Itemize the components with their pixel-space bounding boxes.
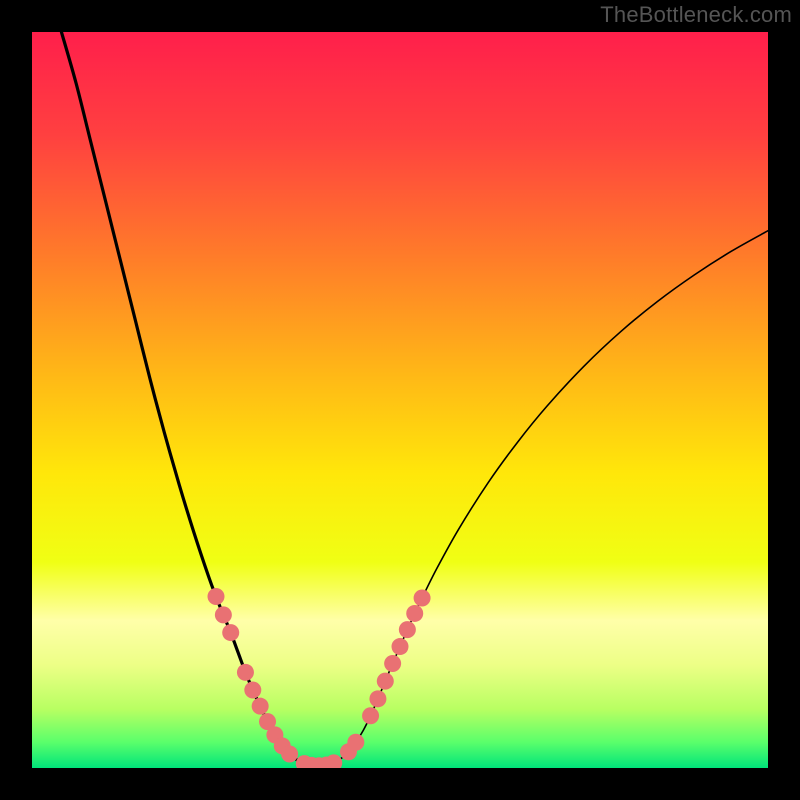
marker-dot xyxy=(377,673,394,690)
marker-dot xyxy=(369,690,386,707)
marker-dot xyxy=(384,655,401,672)
marker-dot xyxy=(208,588,225,605)
marker-dot xyxy=(392,638,409,655)
chart-stage: TheBottleneck.com xyxy=(0,0,800,800)
marker-dot xyxy=(215,606,232,623)
watermark-label: TheBottleneck.com xyxy=(600,2,792,28)
bottleneck-chart xyxy=(32,32,768,768)
marker-dot xyxy=(244,681,261,698)
marker-dot xyxy=(414,589,431,606)
marker-dot xyxy=(399,621,416,638)
chart-background xyxy=(32,32,768,768)
marker-dot xyxy=(347,734,364,751)
marker-dot xyxy=(406,605,423,622)
marker-dot xyxy=(237,664,254,681)
marker-dot xyxy=(222,624,239,641)
marker-dot xyxy=(252,698,269,715)
marker-dot xyxy=(362,707,379,724)
marker-dot xyxy=(281,746,298,763)
